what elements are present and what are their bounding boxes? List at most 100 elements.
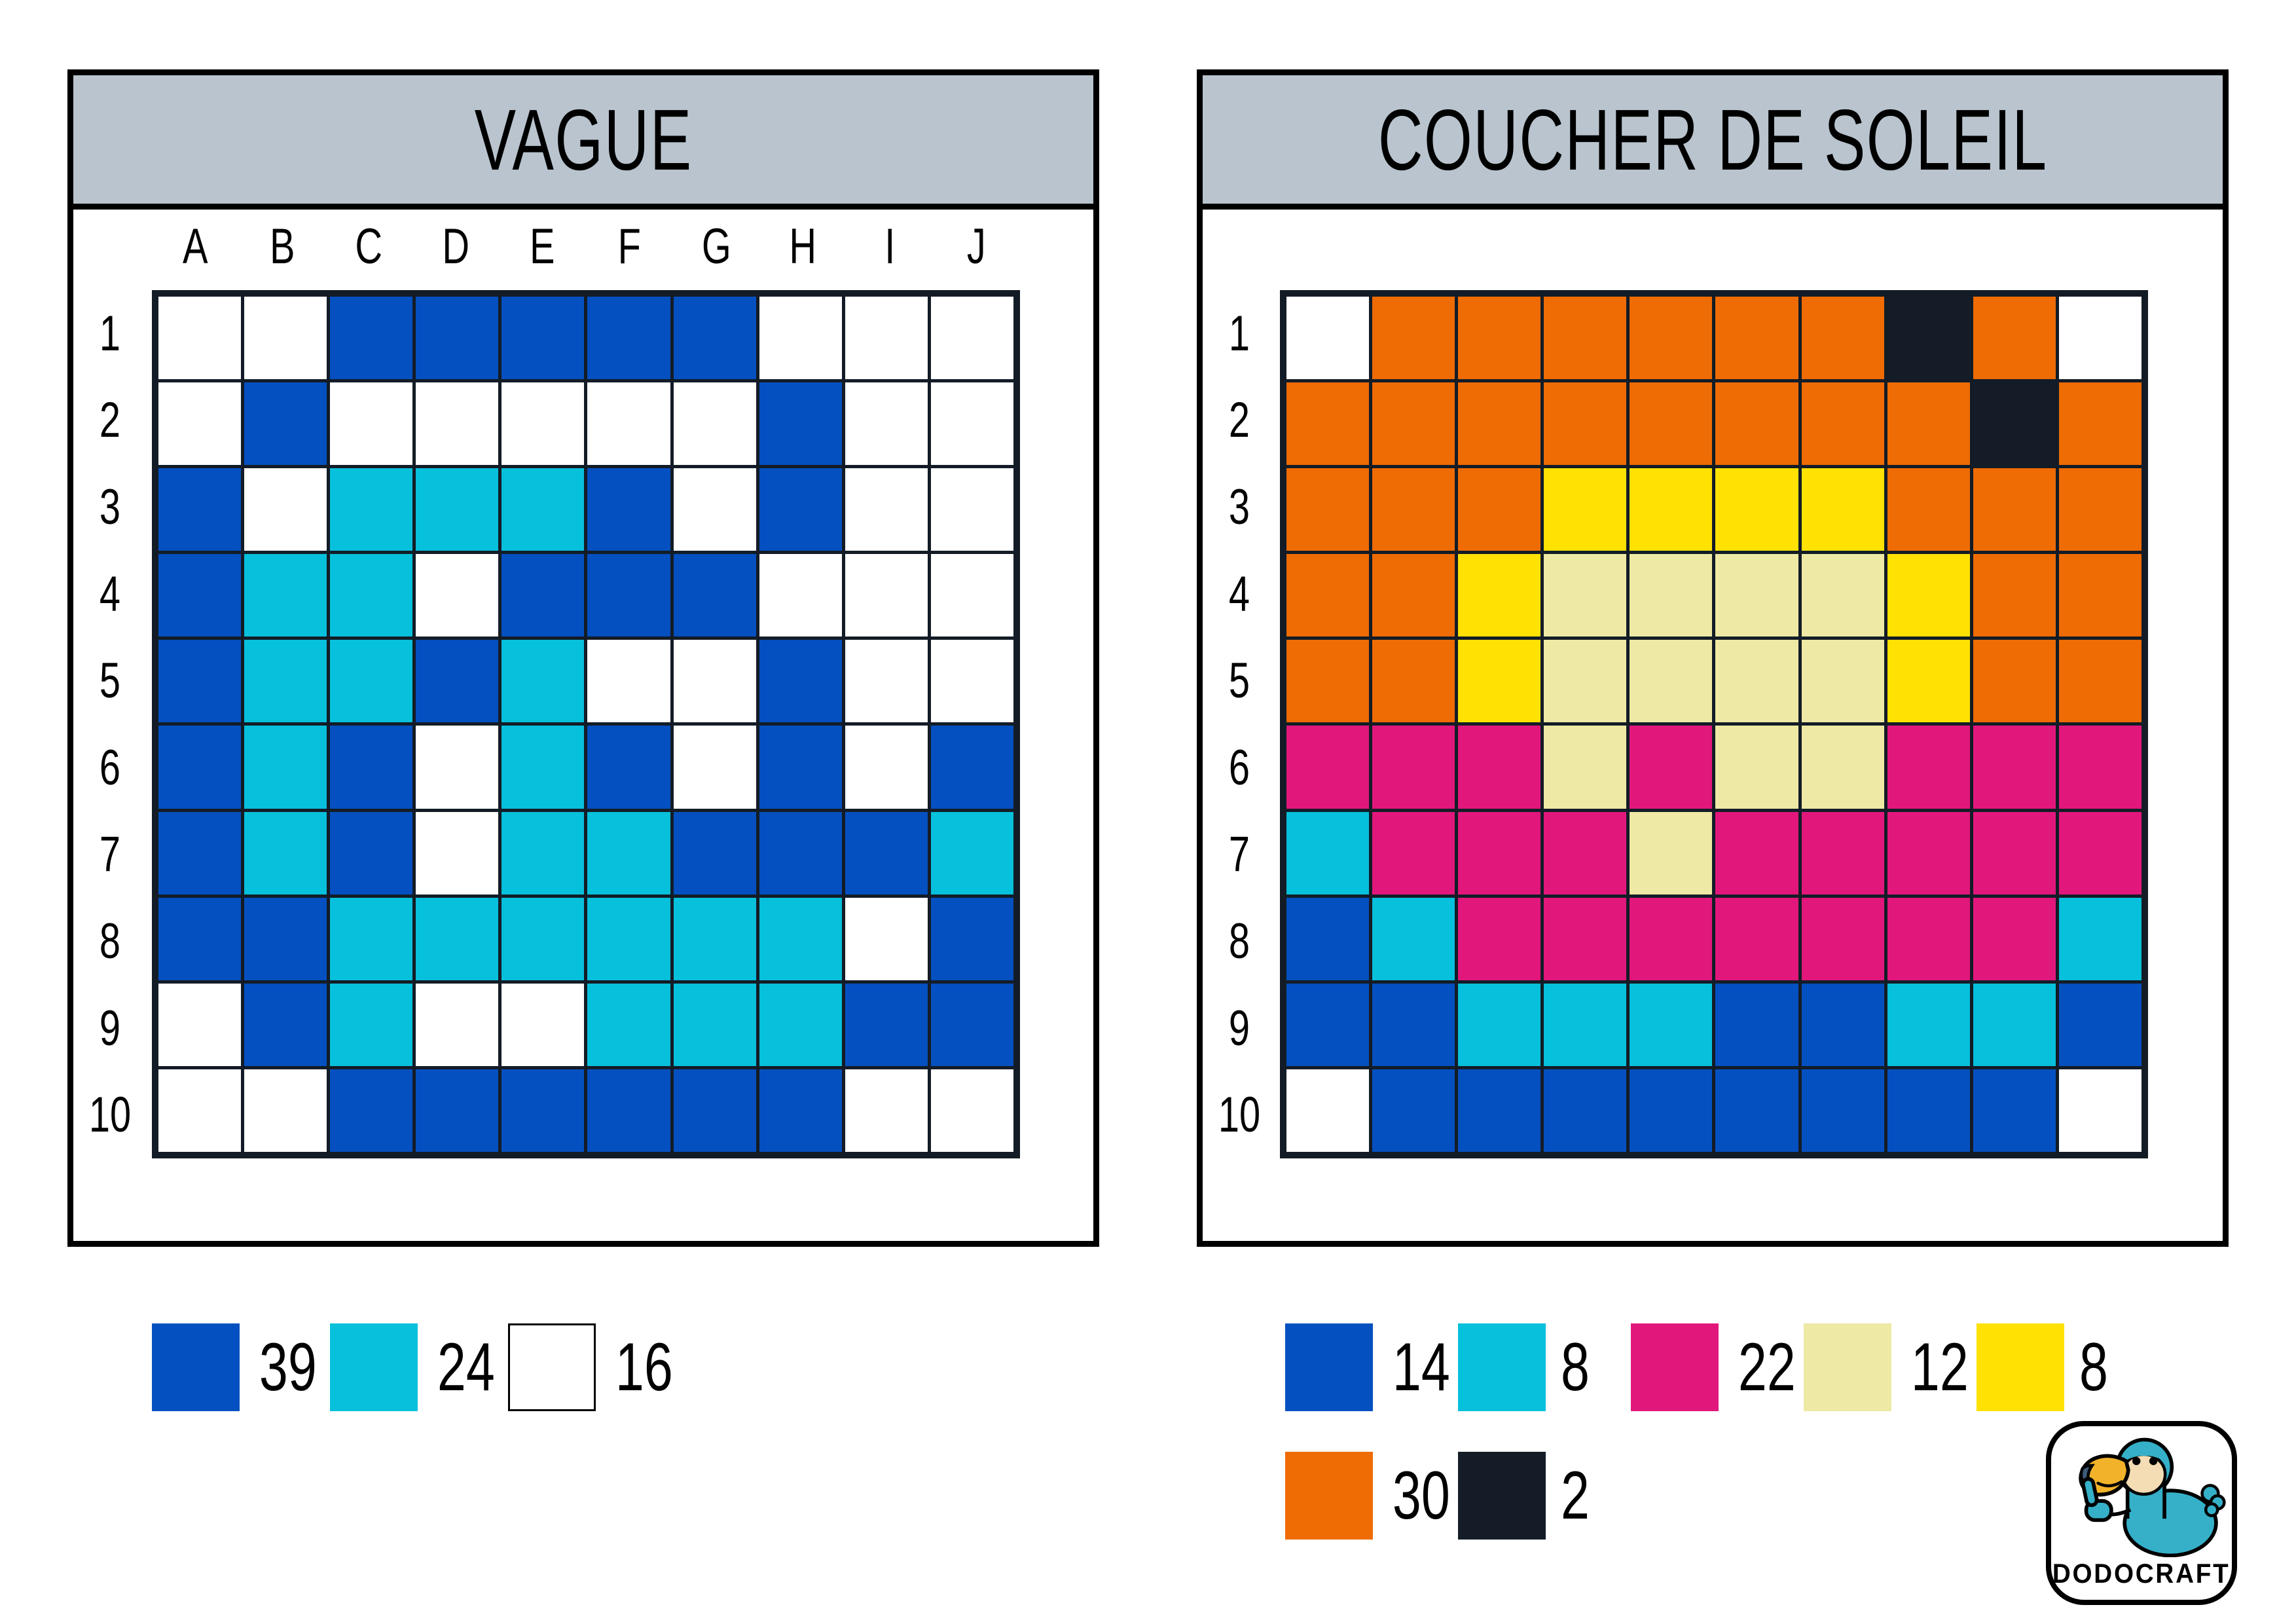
vague-cell-J10 <box>930 1069 1013 1152</box>
vague-cell-C6 <box>330 726 413 809</box>
vague-cell-D6 <box>416 726 499 809</box>
vague-cell-C3 <box>330 468 413 551</box>
vague-cell-E3 <box>501 468 585 551</box>
vague-cell-I8 <box>845 897 928 980</box>
vague-cell-J9 <box>930 983 1013 1066</box>
vague-cell-D10 <box>416 1069 499 1152</box>
vague-cell-J3 <box>930 468 1013 551</box>
soleil-cell-A4 <box>1286 554 1370 637</box>
vague-cell-H6 <box>759 726 842 809</box>
soleil-cell-F9 <box>1715 983 1798 1066</box>
vague-cell-H4 <box>759 554 842 637</box>
row-label-7: 7 <box>1228 826 1250 883</box>
legend-swatch-cyan <box>1458 1323 1546 1411</box>
vague-cell-G4 <box>673 554 756 637</box>
soleil-cell-B10 <box>1372 1069 1455 1152</box>
soleil-cell-A3 <box>1286 468 1370 551</box>
soleil-cell-I8 <box>1973 897 2056 980</box>
soleil-cell-B1 <box>1372 297 1455 380</box>
soleil-pixel-grid <box>1280 290 2148 1158</box>
vague-cell-A10 <box>158 1069 242 1152</box>
soleil-cell-B3 <box>1372 468 1455 551</box>
vague-cell-A5 <box>158 640 242 723</box>
soleil-cell-J7 <box>2058 811 2141 895</box>
legend-item-yellow: 8 <box>1977 1323 2149 1411</box>
vague-cell-H7 <box>759 811 842 895</box>
row-label-5: 5 <box>1228 653 1250 709</box>
soleil-cell-B5 <box>1372 640 1455 723</box>
soleil-cell-A2 <box>1286 382 1370 466</box>
vague-cell-I6 <box>845 726 928 809</box>
vague-cell-J6 <box>930 726 1013 809</box>
soleil-cell-H5 <box>1887 640 1970 723</box>
soleil-cell-I1 <box>1973 297 2056 380</box>
soleil-cell-B8 <box>1372 897 1455 980</box>
vague-cell-H1 <box>759 297 842 380</box>
soleil-cell-G9 <box>1801 983 1884 1066</box>
dodocraft-logo: DODOCRAFT <box>2046 1421 2237 1605</box>
column-label-F: F <box>617 219 641 274</box>
vague-cell-B3 <box>244 468 327 551</box>
vague-cell-D9 <box>416 983 499 1066</box>
soleil-cell-J6 <box>2058 726 2141 809</box>
row-label-6: 6 <box>1228 739 1250 796</box>
soleil-cell-H6 <box>1887 726 1970 809</box>
vague-cell-I5 <box>845 640 928 723</box>
soleil-cell-C6 <box>1458 726 1541 809</box>
row-label-4: 4 <box>1228 566 1250 622</box>
vague-cell-E9 <box>501 983 585 1066</box>
soleil-cell-E9 <box>1630 983 1713 1066</box>
vague-cell-C1 <box>330 297 413 380</box>
soleil-cell-I6 <box>1973 726 2056 809</box>
row-label-10: 10 <box>88 1087 132 1143</box>
soleil-cell-E5 <box>1630 640 1713 723</box>
soleil-cell-A7 <box>1286 811 1370 895</box>
soleil-cell-D7 <box>1544 811 1627 895</box>
vague-cell-A7 <box>158 811 242 895</box>
soleil-cell-H9 <box>1887 983 1970 1066</box>
vague-cell-D7 <box>416 811 499 895</box>
vague-cell-B7 <box>244 811 327 895</box>
row-label-3: 3 <box>1228 479 1250 535</box>
column-label-I: I <box>884 219 896 274</box>
legend-swatch-yellow <box>1977 1323 2064 1411</box>
soleil-cell-H2 <box>1887 382 1970 466</box>
vague-cell-H9 <box>759 983 842 1066</box>
vague-cell-G5 <box>673 640 756 723</box>
legend-count-black: 2 <box>1560 1457 1590 1534</box>
row-label-8: 8 <box>99 913 121 969</box>
soleil-cell-I10 <box>1973 1069 2056 1152</box>
vague-cell-C9 <box>330 983 413 1066</box>
vague-cell-E7 <box>501 811 585 895</box>
vague-cell-G9 <box>673 983 756 1066</box>
vague-cell-G10 <box>673 1069 756 1152</box>
vague-cell-B5 <box>244 640 327 723</box>
vague-pixel-grid <box>152 290 1020 1158</box>
vague-column-labels: A B C D E F G H I J <box>152 214 1020 280</box>
row-label-2: 2 <box>1228 392 1250 449</box>
vague-cell-C4 <box>330 554 413 637</box>
soleil-cell-E8 <box>1630 897 1713 980</box>
legend-item-black: 2 <box>1458 1452 1631 1540</box>
soleil-cell-I5 <box>1973 640 2056 723</box>
legend-item-pale-yellow: 12 <box>1804 1323 1977 1411</box>
row-label-1: 1 <box>1228 305 1250 361</box>
vague-cell-D3 <box>416 468 499 551</box>
vague-cell-B10 <box>244 1069 327 1152</box>
vague-cell-I3 <box>845 468 928 551</box>
vague-cell-D5 <box>416 640 499 723</box>
vague-cell-I2 <box>845 382 928 466</box>
soleil-cell-B4 <box>1372 554 1455 637</box>
vague-cell-C8 <box>330 897 413 980</box>
vague-cell-J5 <box>930 640 1013 723</box>
soleil-cell-D2 <box>1544 382 1627 466</box>
soleil-cell-J10 <box>2058 1069 2141 1152</box>
soleil-cell-E7 <box>1630 811 1713 895</box>
soleil-cell-G10 <box>1801 1069 1884 1152</box>
soleil-cell-D5 <box>1544 640 1627 723</box>
legend-swatch-black <box>1458 1452 1546 1540</box>
soleil-cell-D3 <box>1544 468 1627 551</box>
soleil-cell-B7 <box>1372 811 1455 895</box>
vague-cell-E6 <box>501 726 585 809</box>
soleil-cell-A9 <box>1286 983 1370 1066</box>
